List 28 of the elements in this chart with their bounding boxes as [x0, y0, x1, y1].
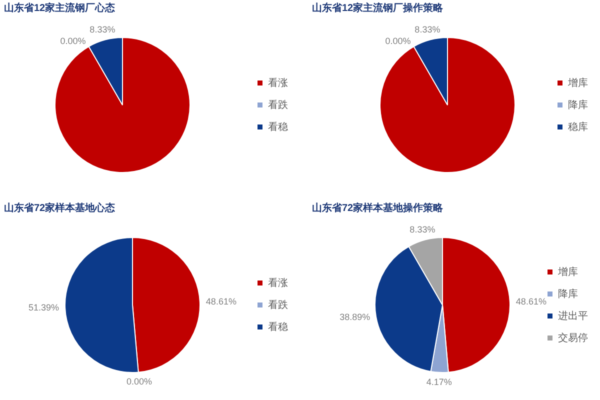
legend-label: 进出平: [558, 310, 588, 322]
legend-label: 看涨: [268, 276, 288, 289]
chart-title: 山东省72家样本基地操作策略: [312, 203, 444, 215]
data-label: 48.61%: [516, 296, 546, 306]
legend-label: 看跌: [268, 98, 288, 111]
data-label: 51.39%: [28, 302, 60, 313]
data-label: 8.33%: [414, 24, 440, 35]
legend-label: 看涨: [268, 76, 288, 89]
legend-label: 看稳: [268, 120, 288, 133]
legend-label: 增库: [557, 266, 578, 278]
text: 0.00%: [60, 36, 86, 46]
chart-title: 山东省12家主流钢厂操作策略: [312, 3, 444, 15]
legend-label: 稳库: [568, 120, 588, 133]
chart-title: 山东省12家主流钢厂心态: [4, 3, 116, 15]
text: 0.00%: [126, 376, 152, 387]
chart-title: 山东省72家样本基地心态: [4, 203, 116, 215]
legend-label: 降库: [558, 288, 578, 300]
legend-label: 看跌: [268, 298, 288, 311]
data-label: 4.17%: [426, 376, 452, 387]
legend-label: 增库: [567, 76, 588, 89]
data-label: 38.89%: [340, 312, 370, 322]
legend-label: 看稳: [268, 320, 288, 333]
data-label: 48.61%: [206, 296, 236, 306]
legend-label: 降库: [568, 98, 588, 111]
text: 0.00%: [385, 36, 411, 46]
data-label: 8.33%: [410, 224, 436, 235]
data-label: 8.33%: [90, 24, 116, 35]
legend-label: 交易停: [558, 332, 588, 344]
